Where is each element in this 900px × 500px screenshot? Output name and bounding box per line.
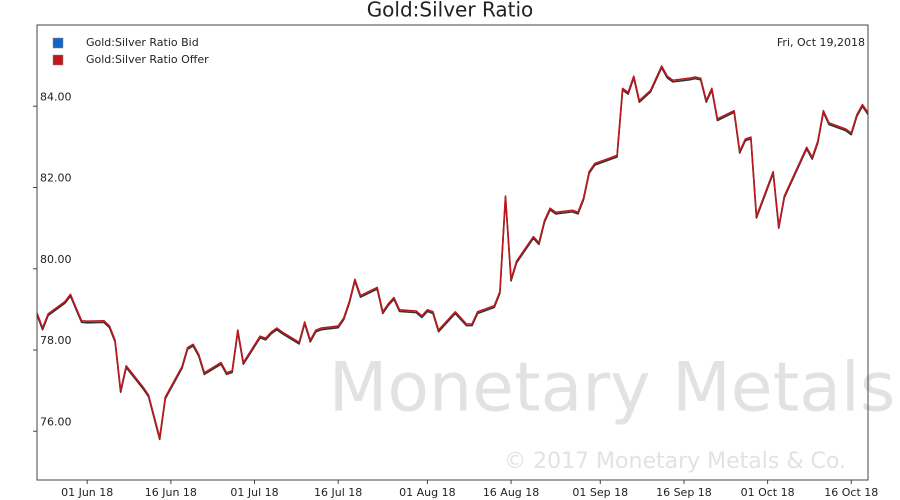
x-tick-label: 16 Aug 18 [483,486,539,499]
y-tick-label: 78.00 [40,334,72,347]
y-tick-label: 84.00 [40,90,72,103]
x-tick-label: 01 Jul 18 [230,486,278,499]
y-tick-label: 80.00 [40,253,72,266]
legend-label: Gold:Silver Ratio Bid [86,36,199,49]
copyright: © 2017 Monetary Metals & Co. [504,449,846,474]
x-tick-label: 16 Jun 18 [145,486,197,499]
y-tick-label: 76.00 [40,415,72,428]
y-tick-label: 82.00 [40,172,72,185]
plot-frame [36,24,869,481]
chart-title: Gold:Silver Ratio [367,0,534,22]
legend-swatch [52,37,64,49]
x-tick-label: 01 Oct 18 [741,486,795,499]
watermark: Monetary Metals [329,349,896,428]
x-tick-label: 16 Sep 18 [656,486,712,499]
legend-swatch [52,54,64,66]
x-tick-label: 01 Aug 18 [399,486,455,499]
x-tick-label: 16 Oct 18 [824,486,878,499]
legend-label: Gold:Silver Ratio Offer [86,53,209,66]
date-annotation: Fri, Oct 19,2018 [777,36,865,49]
x-tick-label: 01 Jun 18 [61,486,113,499]
series-line [36,65,869,439]
x-tick-label: 01 Sep 18 [572,486,628,499]
x-tick-label: 16 Jul 18 [314,486,362,499]
